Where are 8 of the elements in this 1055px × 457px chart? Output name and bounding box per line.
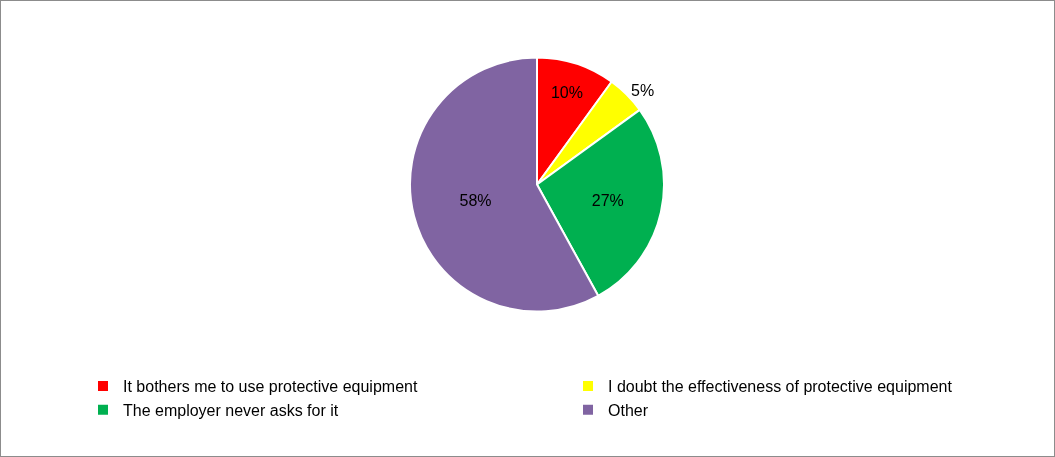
data-label: 5%	[631, 81, 655, 99]
legend-label: Other	[608, 401, 649, 419]
data-label: 10%	[550, 83, 583, 101]
legend-label: It bothers me to use protective equipment	[123, 378, 418, 396]
data-label: 27%	[591, 191, 624, 209]
legend-label: The employer never asks for it	[123, 401, 339, 419]
legend-label: I doubt the effectiveness of protective equipment	[608, 378, 953, 396]
data-label: 58%	[459, 191, 492, 209]
